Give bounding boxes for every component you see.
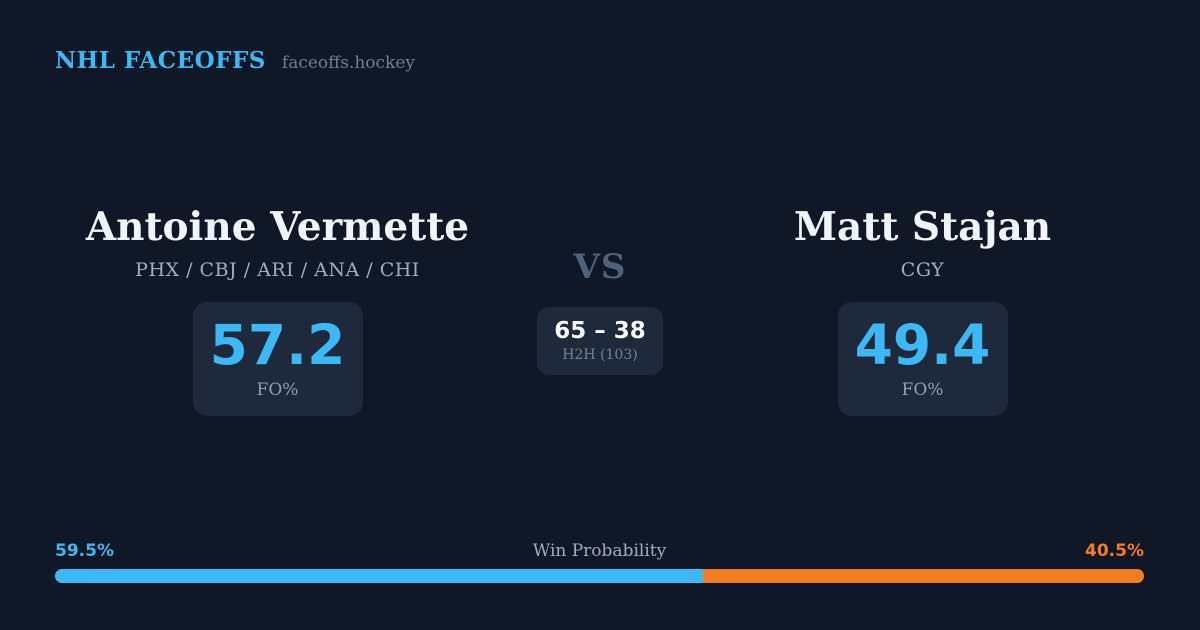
- fo-stat-box: 57.2 FO%: [192, 301, 363, 416]
- win-prob-right-pct: 40.5%: [1085, 541, 1144, 561]
- h2h-label: H2H (103): [562, 346, 638, 363]
- player-name: Matt Stajan: [793, 204, 1052, 250]
- header: NHL FACEOFFS faceoffs.hockey: [55, 47, 415, 74]
- win-bar-left: [55, 569, 703, 583]
- player-teams: CGY: [900, 258, 945, 281]
- player-left: Antoine Vermette PHX / CBJ / ARI / ANA /…: [55, 205, 500, 416]
- h2h-score: 65 – 38: [554, 317, 646, 344]
- fo-value: 49.4: [854, 312, 991, 377]
- player-teams: PHX / CBJ / ARI / ANA / CHI: [135, 258, 420, 281]
- win-prob-title: Win Probability: [532, 541, 667, 561]
- win-prob-bar: [55, 569, 1144, 583]
- win-bar-right: [702, 569, 1144, 583]
- win-prob-left-pct: 59.5%: [55, 541, 114, 561]
- brand-title: NHL FACEOFFS: [55, 47, 266, 74]
- fo-stat-box: 49.4 FO%: [837, 301, 1008, 416]
- fo-label: FO%: [901, 379, 944, 400]
- matchup-center: VS 65 – 38 H2H (103): [500, 205, 700, 416]
- win-probability-section: 59.5% Win Probability 40.5%: [55, 543, 1144, 583]
- player-name: Antoine Vermette: [85, 204, 470, 250]
- vs-label: VS: [573, 247, 627, 287]
- player-right: Matt Stajan CGY 49.4 FO%: [700, 205, 1145, 416]
- site-url: faceoffs.hockey: [281, 53, 416, 73]
- fo-value: 57.2: [209, 312, 346, 377]
- h2h-box: 65 – 38 H2H (103): [537, 307, 663, 376]
- matchup-section: Antoine Vermette PHX / CBJ / ARI / ANA /…: [55, 205, 1145, 416]
- fo-label: FO%: [256, 379, 299, 400]
- win-probability-labels: 59.5% Win Probability 40.5%: [55, 543, 1144, 560]
